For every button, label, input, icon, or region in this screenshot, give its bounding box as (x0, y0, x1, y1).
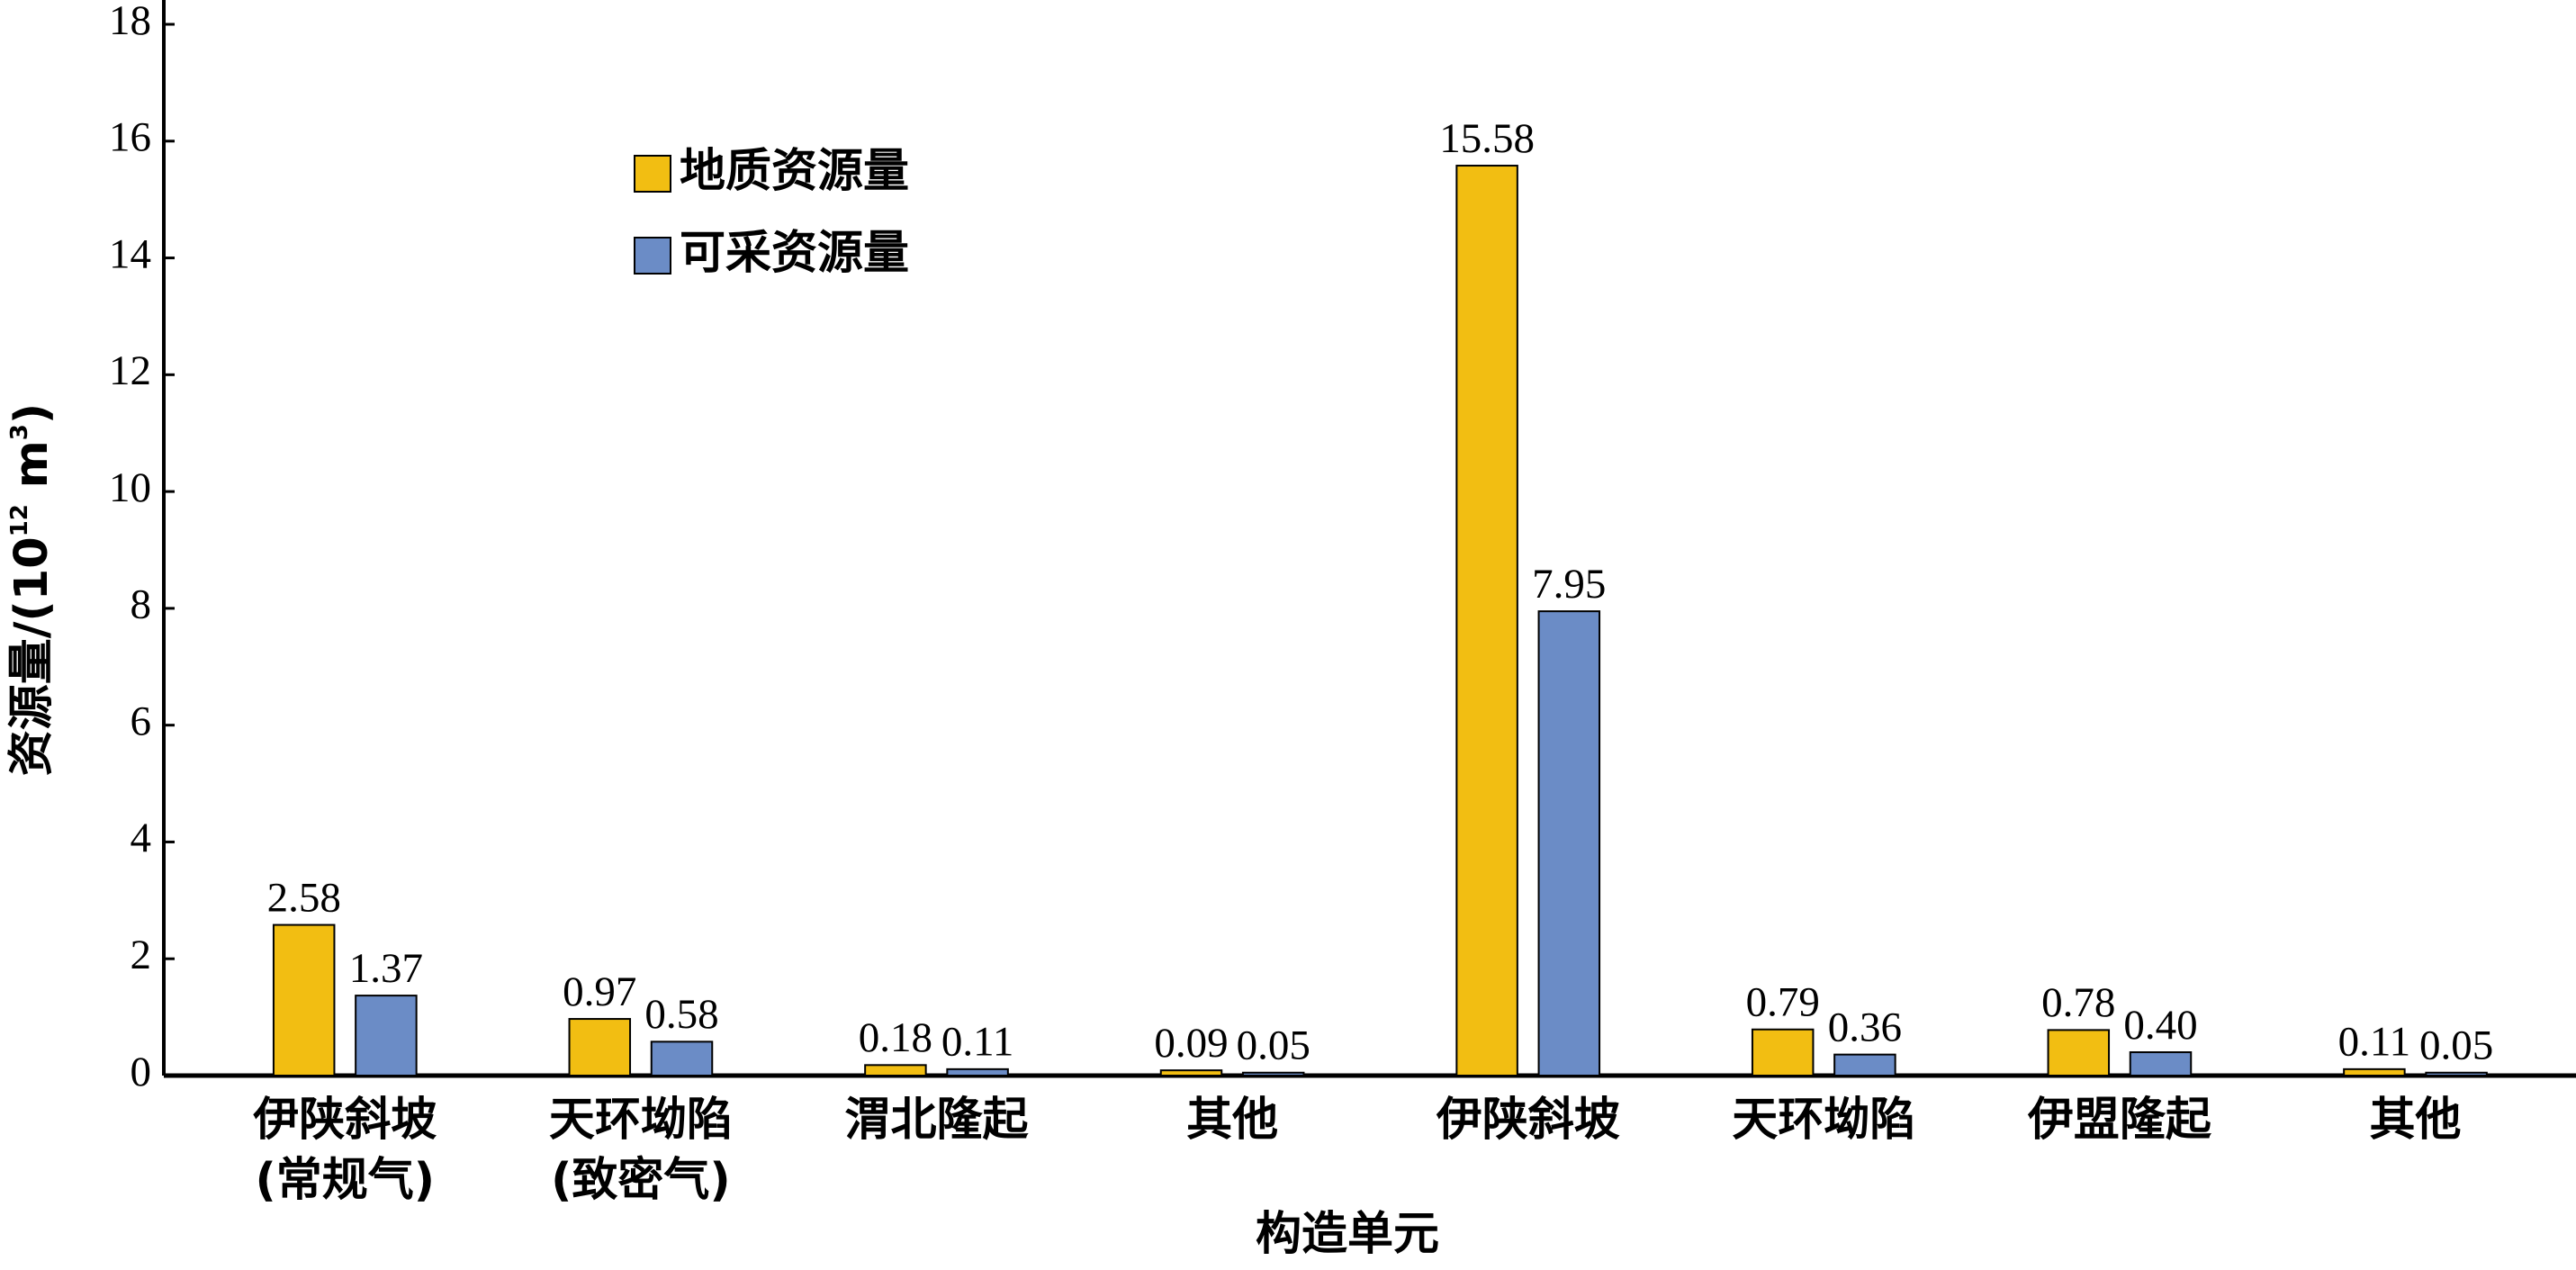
y-axis-title: 资源量/(1012 m3) (5, 403, 59, 776)
legend-swatch (634, 237, 671, 275)
value-label: 0.40 (2123, 1002, 2197, 1049)
bar (1241, 1071, 1305, 1077)
value-label: 0.09 (1154, 1020, 1228, 1067)
bar (946, 1067, 1009, 1076)
y-tick-label: 2 (131, 932, 152, 978)
value-label: 0.11 (2338, 1019, 2411, 1066)
value-label: 0.79 (1746, 979, 1820, 1026)
x-tick-label: 伊盟隆起 (2027, 1094, 2212, 1147)
bar (1455, 165, 1518, 1076)
y-title-part: 资源量/(10 (5, 536, 59, 776)
value-label: 2.58 (267, 874, 341, 921)
y-title-sup: 12 (6, 504, 33, 536)
y-title-sup: 3 (6, 424, 33, 440)
legend-label: 地质资源量 (680, 145, 909, 198)
legend-swatch (634, 155, 671, 193)
y-tick-label: 14 (109, 230, 151, 277)
bar (1751, 1028, 1815, 1077)
y-tick-label: 18 (109, 0, 151, 44)
value-label: 15.58 (1439, 115, 1535, 162)
bar (2129, 1051, 2193, 1076)
value-label: 0.05 (2419, 1022, 2493, 1069)
bar (2425, 1071, 2488, 1077)
y-tick-label: 0 (131, 1049, 152, 1095)
bar (272, 923, 336, 1076)
value-label: 0.05 (1237, 1022, 1311, 1069)
x-tick-label: 天环坳陷 (1732, 1094, 1915, 1147)
x-tick-label: 其他 (1186, 1094, 1278, 1147)
bar (2047, 1029, 2111, 1077)
x-axis-title: 构造单元 (1256, 1208, 1439, 1261)
y-tick-label: 16 (109, 114, 151, 161)
bar (650, 1040, 714, 1077)
value-label: 0.36 (1828, 1004, 1902, 1050)
y-tick-label: 12 (109, 347, 151, 394)
x-tick-label: 伊陕斜坡 (1436, 1094, 1620, 1147)
bar (2343, 1067, 2406, 1076)
value-label: 0.18 (859, 1014, 932, 1061)
bar (1833, 1053, 1896, 1077)
y-tick-label: 8 (131, 581, 152, 628)
y-title-part: m (5, 440, 59, 504)
value-label: 0.97 (563, 968, 636, 1015)
y-tick-label: 6 (131, 698, 152, 744)
bar (355, 995, 418, 1076)
y-tick-label: 10 (109, 464, 151, 511)
value-label: 0.11 (941, 1019, 1014, 1066)
x-tick-label: 天环坳陷 (549, 1094, 733, 1147)
bar (568, 1018, 632, 1076)
value-label: 7.95 (1532, 561, 1606, 608)
x-tick-label: 其他 (2369, 1094, 2461, 1147)
value-label: 0.58 (644, 991, 718, 1038)
x-tick-label: (致密气) (551, 1154, 731, 1207)
legend-label: 可采资源量 (680, 227, 909, 280)
x-tick-label: 渭北隆起 (844, 1094, 1029, 1147)
bar (864, 1064, 927, 1076)
y-tick-label: 4 (131, 815, 152, 861)
value-label: 0.78 (2041, 979, 2115, 1026)
x-tick-label: 伊陕斜坡 (252, 1094, 437, 1147)
value-label: 1.37 (349, 945, 423, 992)
x-tick-label: (常规气) (255, 1154, 435, 1207)
bar (1159, 1069, 1223, 1077)
bar (1537, 610, 1601, 1076)
y-title-part: ) (5, 403, 59, 424)
